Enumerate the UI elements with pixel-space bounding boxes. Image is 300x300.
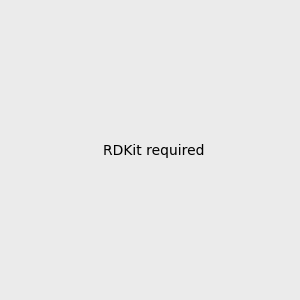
Text: RDKit required: RDKit required [103, 145, 205, 158]
